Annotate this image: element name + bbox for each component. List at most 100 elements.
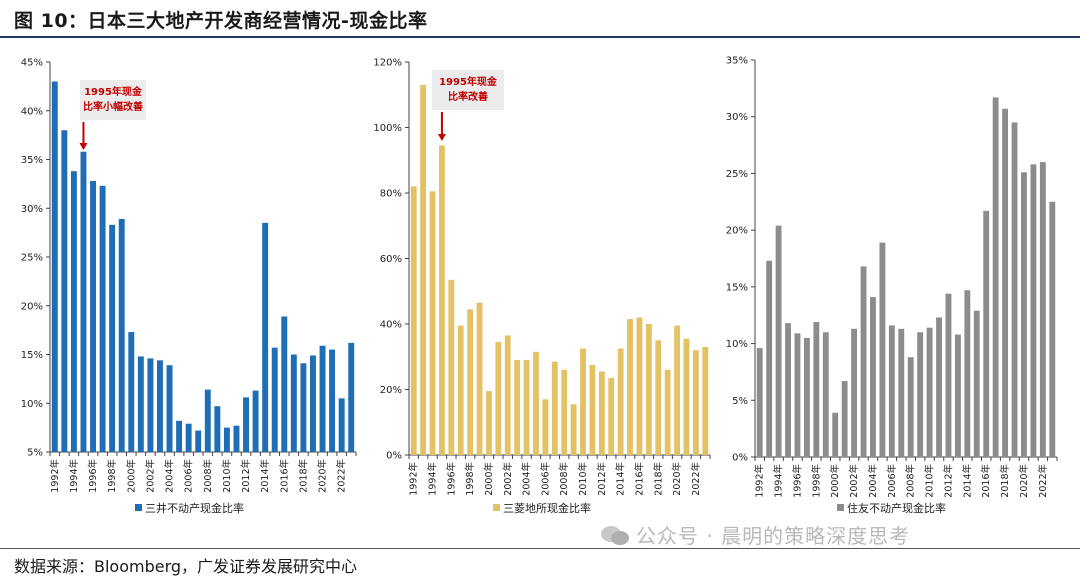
y-tick-label: 25% [21,253,43,264]
bar-2000年 [128,332,135,452]
bar-1994年 [429,191,436,456]
watermark-text: 公众号 · 晨明的策略深度思考 [636,524,911,548]
bar-2003年 [860,266,867,457]
bar-2000年 [832,412,839,457]
x-tick-label: 2014年 [961,464,973,498]
x-tick-label: 1992年 [754,464,766,498]
x-tick-label: 2018年 [999,464,1011,498]
y-tick-label: 40% [21,106,43,117]
x-tick-label: 1996年 [445,462,457,496]
x-tick-label: 2012年 [596,462,608,496]
bar-1999年 [822,332,829,457]
source-note: 数据来源：Bloomberg，广发证券发展研究中心 [14,557,358,576]
x-tick-label: 2018年 [652,462,664,496]
bar-2002年 [851,328,858,457]
x-tick-label: 2020年 [317,459,329,493]
bar-2001年 [495,342,502,455]
bar-2004年 [166,365,173,452]
x-tick-label: 2006年 [886,464,898,498]
bar-2010年 [223,427,230,452]
bar-2013年 [608,378,615,455]
bar-2007年 [195,430,202,452]
bar-2008年 [561,369,568,455]
bar-1996年 [448,279,455,455]
legend-swatch [135,504,142,511]
bar-1994年 [70,171,77,452]
bar-2010年 [926,327,933,457]
bar-2014年 [964,290,971,457]
x-tick-label: 2008年 [202,459,214,493]
y-tick-label: 20% [21,301,43,312]
annotation-line-1: 1995年现金 [84,85,143,98]
bar-2006年 [888,325,895,457]
bar-1997年 [803,337,810,457]
y-tick-label: 80% [380,189,402,200]
bar-2000年 [486,391,492,455]
bar-1997年 [457,325,464,455]
x-tick-label: 1998年 [464,462,476,496]
bar-1995年 [785,323,791,457]
x-tick-label: 2022年 [690,462,702,496]
x-tick-label: 2016年 [633,462,645,496]
x-tick-label: 2010年 [221,459,233,493]
y-tick-label: 10% [726,339,748,350]
y-tick-label: 20% [380,385,402,396]
bar-2013年 [252,390,259,452]
y-tick-label: 35% [726,56,748,67]
y-tick-label: 40% [380,320,402,331]
x-tick-label: 2022年 [336,459,348,493]
bar-2022年 [1039,162,1046,458]
x-tick-label: 2002年 [144,459,156,493]
x-tick-label: 2008年 [905,464,917,498]
bar-2023年 [348,342,355,452]
x-tick-label: 2016年 [278,459,290,493]
bar-2008年 [907,357,914,457]
x-tick-label: 2004年 [867,464,879,498]
x-tick-label: 2014年 [615,462,627,496]
bar-2015年 [627,319,633,455]
bar-2012年 [243,397,249,452]
bar-2002年 [504,335,511,455]
bar-2001年 [841,381,848,457]
y-tick-label: 0% [732,453,748,464]
x-tick-label: 2020年 [671,462,683,496]
bar-1993年 [766,260,773,457]
bar-2008年 [204,389,211,452]
bar-2014年 [262,222,269,452]
chart-3: 0% 5% 10% 15% 20% 25% 30% 35% 1992年 1994年 1996年 199… [726,56,1058,515]
x-tick-label: 1992年 [49,459,61,493]
y-tick-label: 20% [726,226,748,237]
bar-2019年 [664,369,671,455]
bar-2002年 [147,358,154,452]
watermark: 公众号 · 晨明的策略深度思考 [600,520,910,549]
bar-1995年 [439,145,445,455]
bar-2016年 [636,317,643,455]
x-tick-label: 1994年 [773,464,785,498]
x-tick-label: 2008年 [558,462,570,496]
x-tick-label: 1996年 [791,464,803,498]
annotation-line-1: 1995年现金 [439,75,498,88]
bar-1999年 [118,218,125,452]
figure-title: 图 10：日本三大地产开发商经营情况-现金比率 [14,10,428,32]
x-tick-label: 2000年 [125,459,137,493]
y-tick-label: 5% [732,396,748,407]
bar-2017年 [645,324,652,455]
bar-2021年 [329,349,336,452]
bar-2022年 [338,398,345,452]
x-tick-label: 1994年 [427,462,439,496]
bar-2003年 [157,360,163,452]
bar-1993年 [61,130,68,452]
bar-2015年 [973,310,980,457]
bar-2006年 [185,423,192,452]
x-tick-label: 2004年 [164,459,176,493]
x-tick-label: 1996年 [87,459,99,493]
bar-2003年 [514,360,521,455]
legend-swatch [493,504,500,511]
x-tick-label: 2022年 [1037,464,1049,498]
bar-2023年 [1049,201,1056,457]
bar-1996年 [794,333,801,457]
bar-2009年 [214,406,221,452]
bar-2007年 [551,361,558,455]
chart-1: 5% 10% 15% 20% 25% 30% 35% 40% 45% 1992年 1994年 1996… [21,58,357,515]
x-tick-label: 2012年 [240,459,252,493]
